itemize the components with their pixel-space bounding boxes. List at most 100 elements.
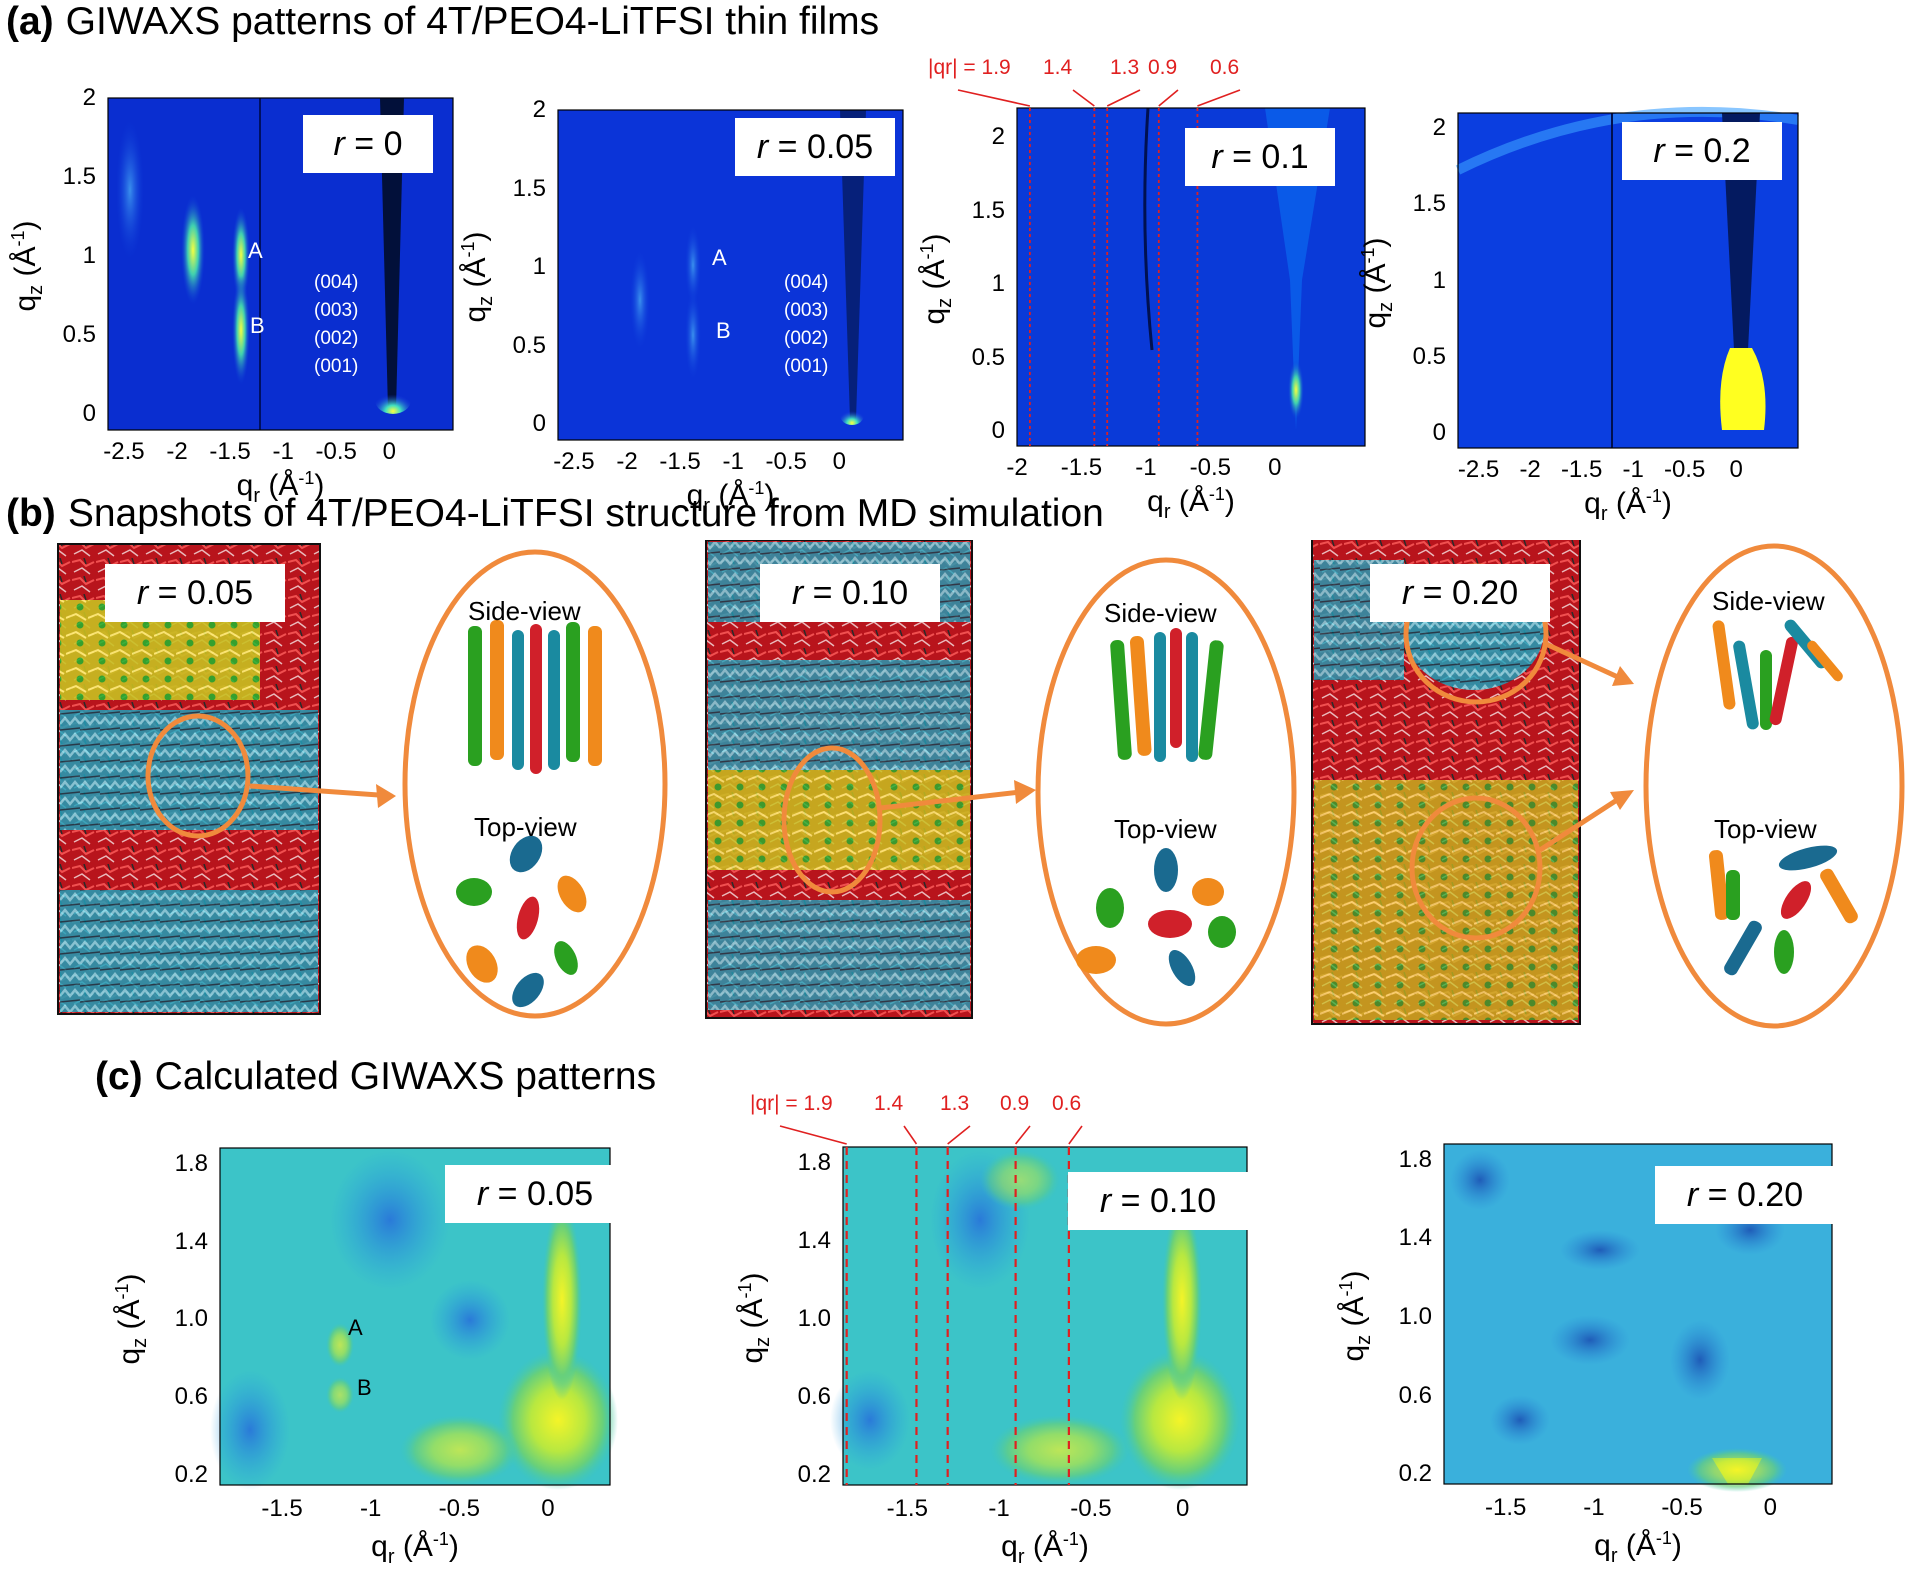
peo-lithium-region <box>1314 780 1578 1020</box>
y-tick-label: 1.5 <box>62 163 96 191</box>
zoom-arrowhead <box>1612 666 1634 686</box>
low-intensity-region <box>430 1280 510 1360</box>
x-tick-label: -1 <box>988 1495 1010 1522</box>
x-tick-label: -1 <box>1583 1494 1605 1521</box>
specular-spot <box>375 386 411 414</box>
q-marker-arrow <box>1158 89 1179 107</box>
side-view-molecules <box>468 620 602 774</box>
y-tick-label: 1.0 <box>174 1305 208 1333</box>
4t-stack-region <box>708 660 970 770</box>
y-tick-label: 0.2 <box>797 1461 831 1489</box>
x-tick-label: -1.5 <box>659 448 701 475</box>
top-view-label: Top-view <box>474 812 577 842</box>
low-intensity-region <box>830 1370 910 1470</box>
highlight-circle <box>781 745 883 895</box>
y-tick-label: 2 <box>532 96 546 123</box>
side-view-molecules <box>1712 619 1843 730</box>
x-tick-label: -1 <box>272 438 294 465</box>
y-tick-label: 1 <box>991 270 1005 298</box>
peak-b-spot <box>326 1377 354 1413</box>
q-marker-label: 1.3 <box>940 1092 970 1115</box>
panel-c3-y-axis-label: qz (Å-1) <box>1336 1270 1375 1362</box>
q-marker-arrow <box>903 1125 918 1145</box>
section-b-text: Snapshots of 4T/PEO4-LiTFSI structure fr… <box>67 492 1104 535</box>
panel-c2-y-axis-label: qz (Å-1) <box>735 1272 774 1364</box>
section-c-text: Calculated GIWAXS patterns <box>154 1055 657 1098</box>
q-marker-arrow <box>1068 1125 1083 1145</box>
low-intensity-region <box>330 1150 450 1290</box>
y-tick-label: 0.5 <box>1412 342 1446 370</box>
section-b-title: (b) Snapshots of 4T/PEO4-LiTFSI structure… <box>6 492 1104 536</box>
x-tick-label: -1.5 <box>1560 456 1603 483</box>
snapshot-r-label: r = 0.10 <box>760 564 940 622</box>
md-snapshot-row <box>57 540 1905 1029</box>
q-marker-arrow <box>779 1125 847 1145</box>
zoom-arrowhead <box>1014 780 1036 804</box>
top-view-molecules <box>456 835 587 1008</box>
specular-peak <box>1162 1200 1202 1400</box>
q-marker-label: 1.4 <box>1043 56 1073 79</box>
4t-stack-region <box>60 890 318 1012</box>
diffraction-order-label: (001) <box>784 356 829 377</box>
y-tick-label: 0 <box>82 400 96 428</box>
snapshot-3 <box>1311 540 1905 1029</box>
r-value-label: r = 0.05 <box>735 118 895 176</box>
q-marker-label: 0.9 <box>1148 56 1178 79</box>
zoom-ellipse-3 <box>1643 543 1905 1029</box>
y-tick-label: 0.6 <box>1398 1381 1432 1409</box>
y-tick-label: 1 <box>532 253 546 281</box>
highlight-circle <box>145 713 251 839</box>
peak-a-label: A <box>248 238 263 263</box>
diffraction-order-label: (002) <box>784 328 829 349</box>
side-view-label: Side-view <box>468 596 581 626</box>
x-tick-label: -1.5 <box>886 1495 928 1522</box>
y-tick-label: 1.0 <box>797 1304 831 1332</box>
x-tick-label: -1.5 <box>261 1495 303 1522</box>
y-tick-label: 1.8 <box>1398 1145 1432 1173</box>
peak-b-spot <box>232 275 250 385</box>
x-tick-label: -2.5 <box>1457 456 1500 483</box>
diffraction-order-label: (004) <box>784 272 829 293</box>
q-marker-label: 0.6 <box>1210 56 1240 79</box>
peak-b-label: B <box>357 1375 372 1400</box>
diffraction-order-label: (003) <box>314 300 359 321</box>
arc-line <box>1143 107 1154 351</box>
x-tick-label: -1 <box>360 1495 382 1522</box>
peak-b-label: B <box>716 318 731 343</box>
diffuse-ring <box>181 195 205 305</box>
side-view-label: Side-view <box>1104 598 1217 628</box>
peak-a-spot <box>232 207 250 303</box>
specular-peak <box>542 1200 582 1400</box>
beamstop-shadow <box>1265 108 1330 430</box>
snapshot-2 <box>705 540 1297 1027</box>
x-tick-label: -0.5 <box>1663 456 1706 483</box>
r-value-label: r = 0.1 <box>1185 128 1335 186</box>
diffraction-order-label: (003) <box>784 300 829 321</box>
top-view-molecules <box>1708 845 1858 976</box>
peak-a-spot <box>326 1323 354 1367</box>
section-c-title: (c) Calculated GIWAXS patterns <box>95 1055 656 1099</box>
x-tick-label: -0.5 <box>1070 1495 1112 1522</box>
4t-stack-region <box>708 900 970 1010</box>
peak-a-spot <box>685 225 701 305</box>
diffuse-ring <box>116 120 144 260</box>
y-tick-label: 0.5 <box>971 343 1005 371</box>
x-tick-label: -2 <box>1006 454 1028 481</box>
mid-intensity-region <box>980 1150 1060 1210</box>
zoom-arrowhead <box>376 784 396 808</box>
section-c-tag: (c) <box>95 1055 143 1098</box>
y-tick-label: 1.5 <box>1412 190 1446 218</box>
y-tick-label: 0 <box>991 417 1005 445</box>
y-tick-label: 1.5 <box>512 174 546 202</box>
specular-peak <box>1120 1350 1240 1490</box>
peak-b-spot <box>685 290 701 380</box>
y-tick-label: 1.8 <box>174 1149 208 1177</box>
y-tick-label: 2 <box>1432 114 1446 142</box>
y-tick-label: 1.4 <box>797 1226 831 1254</box>
diffraction-order-label: (001) <box>314 356 359 377</box>
q-marker-arrow <box>957 89 1031 107</box>
y-tick-label: 2 <box>82 84 96 111</box>
panel-c3-x-axis-label: qr (Å-1) <box>1594 1528 1682 1567</box>
zoom-arrowhead <box>1610 790 1634 810</box>
peak-a-label: A <box>348 1315 363 1340</box>
